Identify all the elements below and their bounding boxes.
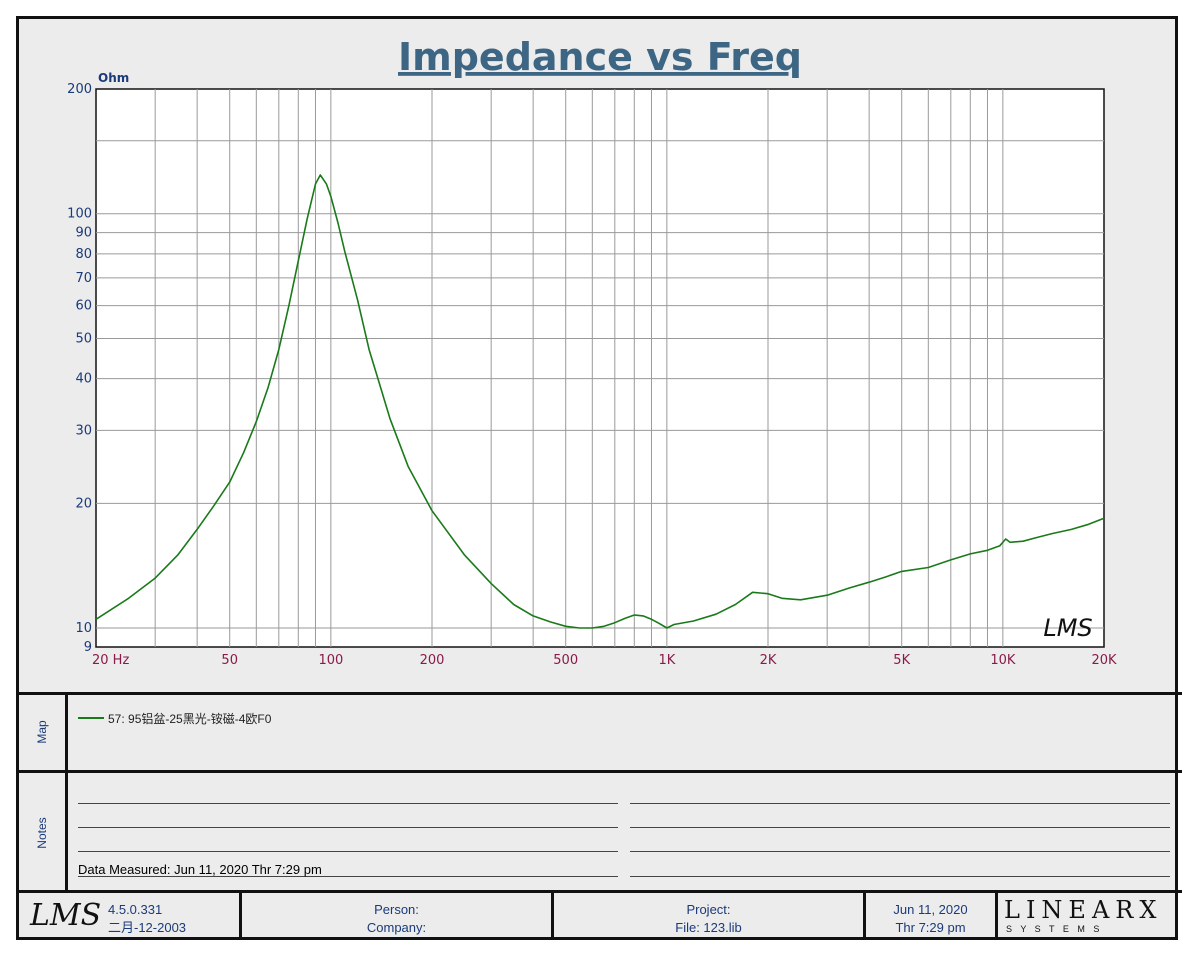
x-tick-label: 20 Hz [92, 653, 129, 668]
map-legend-entry[interactable]: 57: 95铝盆-25黑光-铵磁-4欧F0 [78, 710, 271, 726]
software-version: 4.5.0.331 [108, 902, 163, 917]
y-tick-label: 70 [75, 271, 92, 286]
y-tick-label: 40 [75, 372, 92, 387]
y-tick-label: 100 [67, 207, 92, 222]
legend-line-swatch [78, 717, 104, 719]
y-tick-label: 60 [75, 299, 92, 314]
y-tick-label: 20 [75, 496, 92, 511]
footer-lms-logo: LMS [30, 898, 102, 933]
x-tick-label: 10K [990, 653, 1016, 668]
legend-label: 57: 95铝盆-25黑光-铵磁-4欧F0 [108, 711, 272, 726]
x-tick-label: 50 [221, 653, 238, 668]
linearx-brand-logo: LINEARX S Y S T E M S [1000, 897, 1176, 937]
note-line[interactable] [78, 827, 618, 828]
impedance-chart: Impedance vs Freq Ohm 200 100 90 80 70 60 50 40… [67, 35, 1117, 668]
notes-section-label: Notes [35, 817, 49, 849]
file-label: File: 123.lib [675, 920, 742, 935]
y-axis-unit-label: Ohm [98, 71, 129, 85]
separator-map-top [16, 692, 1182, 695]
brand-subtitle: S Y S T E M S [1006, 924, 1103, 934]
map-section-label: Map [35, 720, 49, 744]
y-tick-labels: 200 100 90 80 70 60 50 40 30 20 10 9 [67, 82, 92, 655]
separator-footer-top [16, 890, 1182, 893]
separator-notes-top [16, 770, 1182, 773]
footer-divider [551, 892, 554, 940]
x-tick-label: 200 [420, 653, 445, 668]
footer-time: Thr 7:29 pm [895, 920, 966, 935]
person-label: Person: [374, 902, 419, 917]
x-tick-label: 5K [893, 653, 910, 668]
note-line[interactable] [78, 803, 618, 804]
footer-divider [239, 892, 242, 940]
plot-area [95, 88, 1105, 648]
note-line[interactable] [630, 803, 1170, 804]
note-line[interactable] [630, 876, 1170, 877]
company-label: Company: [366, 920, 427, 935]
footer-date: Jun 11, 2020 [893, 902, 968, 917]
x-tick-label: 2K [760, 653, 777, 668]
footer-divider [995, 892, 998, 940]
note-line[interactable] [630, 827, 1170, 828]
x-tick-label: 1K [658, 653, 675, 668]
project-label: Project: [686, 902, 731, 917]
software-build-date: 二月-12-2003 [108, 920, 187, 935]
x-tick-label: 500 [553, 653, 578, 668]
note-line[interactable] [630, 851, 1170, 852]
y-tick-label: 80 [75, 247, 92, 262]
brand-name: LINEARX [1004, 896, 1163, 924]
series-group [95, 174, 1105, 629]
y-tick-label: 50 [75, 331, 92, 346]
x-tick-label: 100 [318, 653, 343, 668]
side-label-divider [65, 692, 68, 892]
impedance-series-line [95, 174, 1105, 629]
note-line[interactable] [78, 851, 618, 852]
chart-title: Impedance vs Freq [398, 35, 802, 79]
lms-watermark: LMS [1043, 614, 1092, 642]
footer-divider [863, 892, 866, 940]
grid-lines [96, 89, 1104, 647]
x-tick-labels: 20 Hz 50 100 200 500 1K 2K 5K 10K 20K [92, 653, 1117, 668]
y-tick-label: 10 [75, 621, 92, 636]
data-measured-text: Data Measured: Jun 11, 2020 Thr 7:29 pm [78, 862, 322, 877]
y-tick-label: 200 [67, 82, 92, 97]
x-tick-label: 20K [1091, 653, 1117, 668]
y-tick-label: 9 [84, 640, 92, 655]
y-tick-label: 90 [75, 226, 92, 241]
y-tick-label: 30 [75, 423, 92, 438]
note-line[interactable] [78, 876, 618, 877]
